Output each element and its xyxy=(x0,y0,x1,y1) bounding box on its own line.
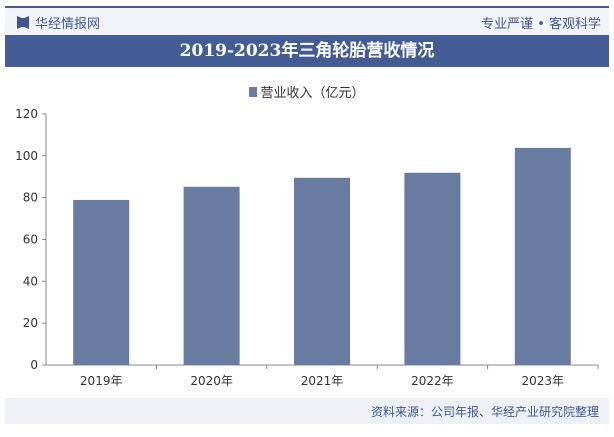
x-tick-label: 2020年 xyxy=(190,374,233,388)
top-rule xyxy=(5,6,609,8)
legend-label: 营业收入（亿元） xyxy=(260,86,365,101)
book-icon xyxy=(17,16,29,29)
bar xyxy=(514,147,571,365)
legend: 营业收入（亿元） xyxy=(0,82,614,101)
y-tick-label: 20 xyxy=(23,316,38,330)
bar xyxy=(294,177,350,365)
bar xyxy=(404,172,461,365)
y-tick-label: 60 xyxy=(23,233,38,247)
bar xyxy=(183,186,240,365)
brand-header: 华经情报网 专业严谨 • 客观科学 xyxy=(5,8,609,35)
brand-logo: 华经情报网 xyxy=(17,13,100,32)
x-tick-label: 2022年 xyxy=(411,374,454,388)
y-tick-label: 80 xyxy=(23,191,38,205)
footer: 资料来源：公司年报、华经产业研究院整理 xyxy=(5,398,609,424)
x-tick-label: 2021年 xyxy=(301,374,344,388)
brand-name: 华经情报网 xyxy=(35,17,101,32)
y-tick-label: 100 xyxy=(15,149,38,163)
source-note: 资料来源：公司年报、华经产业研究院整理 xyxy=(370,405,599,419)
chart-title: 2019-2023年三角轮胎营收情况 xyxy=(5,35,609,67)
x-tick-label: 2023年 xyxy=(522,374,565,388)
y-tick-label: 120 xyxy=(15,107,38,121)
x-tick-label: 2019年 xyxy=(80,374,123,388)
y-tick-label: 40 xyxy=(23,274,38,288)
y-tick-label: 0 xyxy=(30,358,38,372)
legend-swatch xyxy=(249,87,258,97)
slogan: 专业严谨 • 客观科学 xyxy=(481,17,601,32)
bar xyxy=(73,199,130,365)
